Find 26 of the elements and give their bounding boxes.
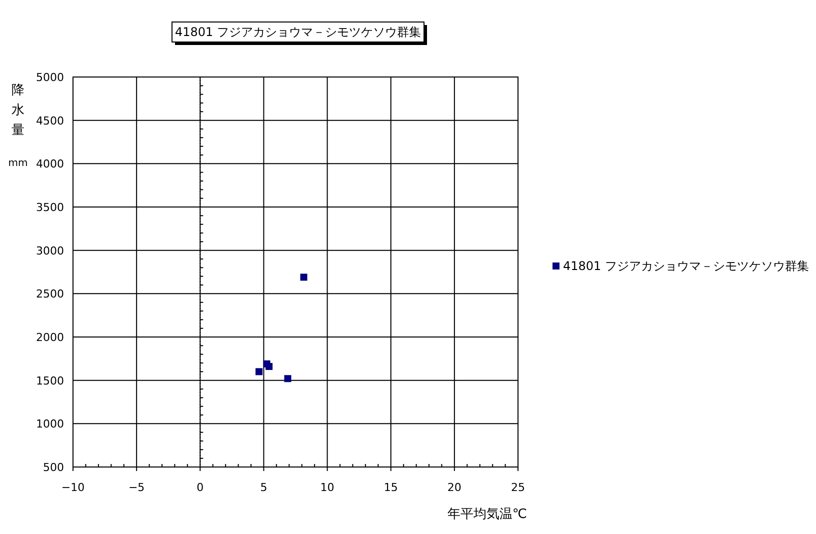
y-tick-label: 500	[43, 461, 64, 474]
y-tick-label: 1000	[36, 418, 64, 431]
x-tick-label: 25	[511, 481, 525, 494]
y-tick-label: 1500	[36, 374, 64, 388]
x-axis-title: 年平均気温℃	[447, 507, 527, 522]
y-tick-label: 2000	[36, 331, 64, 344]
x-tick-label: 20	[447, 481, 462, 494]
x-tick-label: 15	[384, 481, 398, 494]
x-tick-label: −5	[128, 481, 145, 494]
x-tick-label: −10	[61, 481, 85, 494]
chart-title: 41801 フジアカショウマ－シモツケソウ群集	[175, 25, 421, 39]
ylabel: 降水量 mm	[8, 83, 28, 169]
x-tick-label: 0	[196, 481, 204, 494]
point	[256, 368, 263, 376]
point	[284, 375, 292, 382]
y-tick-label: 2500	[36, 288, 64, 301]
point	[300, 274, 308, 281]
x-tick-label: 10	[320, 481, 334, 494]
point	[266, 362, 273, 370]
legend-label: 41801 フジアカショウマ－シモツケソウ群集	[563, 259, 809, 273]
y-tick-label: 3000	[36, 244, 64, 258]
y-tick-label: 5000	[36, 71, 64, 84]
y-tick-label: 4500	[36, 114, 64, 128]
x-tick-label: 5	[260, 481, 268, 494]
y-tick-label: 4000	[36, 158, 64, 171]
y-tick-label: 3500	[36, 201, 64, 214]
